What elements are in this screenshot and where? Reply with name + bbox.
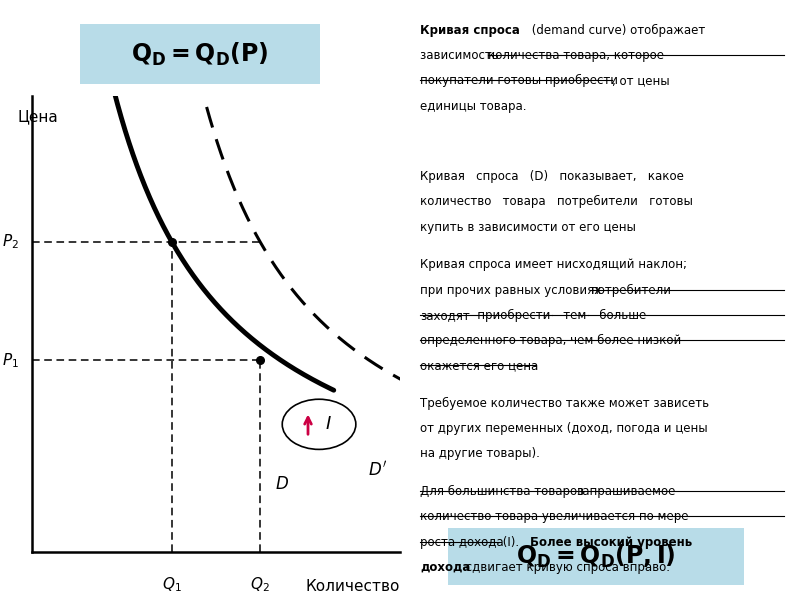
- Text: приобрести: приобрести: [466, 309, 550, 322]
- Text: (demand curve) отображает: (demand curve) отображает: [528, 24, 706, 37]
- Text: Кривая спроса имеет нисходящий наклон;: Кривая спроса имеет нисходящий наклон;: [420, 259, 687, 271]
- Text: , от цены: , от цены: [612, 74, 670, 88]
- Text: $\mathbf{Q_D=Q_D(P,I)}$: $\mathbf{Q_D=Q_D(P,I)}$: [516, 543, 676, 570]
- Text: окажется его цена: окажется его цена: [420, 359, 538, 372]
- Text: $D'$: $D'$: [368, 460, 387, 479]
- Text: количество   товара   потребители   готовы: количество товара потребители готовы: [420, 196, 693, 208]
- Text: сдвигает кривую спроса вправо.: сдвигает кривую спроса вправо.: [462, 561, 670, 574]
- Text: тем: тем: [552, 309, 586, 322]
- Text: заходят: заходят: [420, 309, 470, 322]
- Text: Более высокий уровень: Более высокий уровень: [530, 536, 692, 548]
- Text: Количество: Количество: [306, 580, 400, 595]
- Text: $Q_2$: $Q_2$: [250, 575, 270, 593]
- Text: Кривая спроса: Кривая спроса: [420, 24, 520, 37]
- Text: купить в зависимости от его цены: купить в зависимости от его цены: [420, 221, 636, 233]
- Text: дохода: дохода: [420, 561, 470, 574]
- Text: на другие товары).: на другие товары).: [420, 448, 540, 460]
- Text: потребители: потребители: [590, 284, 671, 296]
- Text: $P_1$: $P_1$: [2, 351, 19, 370]
- Text: определенного товара, чем более низкой: определенного товара, чем более низкой: [420, 334, 682, 347]
- Text: $Q_1$: $Q_1$: [162, 575, 182, 593]
- Text: единицы товара.: единицы товара.: [420, 100, 526, 113]
- Text: (I).: (I).: [499, 536, 523, 548]
- Text: зависимость: зависимость: [420, 49, 502, 62]
- Text: количество товара увеличивается по мере: количество товара увеличивается по мере: [420, 511, 689, 523]
- Text: $D$: $D$: [275, 475, 290, 493]
- Text: от других переменных (доход, погода и цены: от других переменных (доход, погода и це…: [420, 422, 708, 435]
- Text: Цена: Цена: [18, 110, 58, 125]
- Text: роста дохода: роста дохода: [420, 536, 504, 548]
- Text: Требуемое количество также может зависеть: Требуемое количество также может зависет…: [420, 397, 709, 410]
- Text: запрашиваемое: запрашиваемое: [576, 485, 675, 498]
- Text: $\mathbf{Q_D=Q_D(P)}$: $\mathbf{Q_D=Q_D(P)}$: [131, 40, 269, 68]
- Text: $I$: $I$: [325, 415, 332, 433]
- Text: Для большинства товаров: Для большинства товаров: [420, 485, 588, 498]
- Text: количества товара, которое: количества товара, которое: [488, 49, 664, 62]
- Text: $P_2$: $P_2$: [2, 233, 19, 251]
- Text: больше: больше: [588, 309, 646, 322]
- Text: Кривая   спроса   (D)   показывает,   какое: Кривая спроса (D) показывает, какое: [420, 170, 684, 183]
- Text: при прочих равных условиях: при прочих равных условиях: [420, 284, 605, 296]
- Text: покупатели готовы приобрести: покупатели готовы приобрести: [420, 74, 618, 88]
